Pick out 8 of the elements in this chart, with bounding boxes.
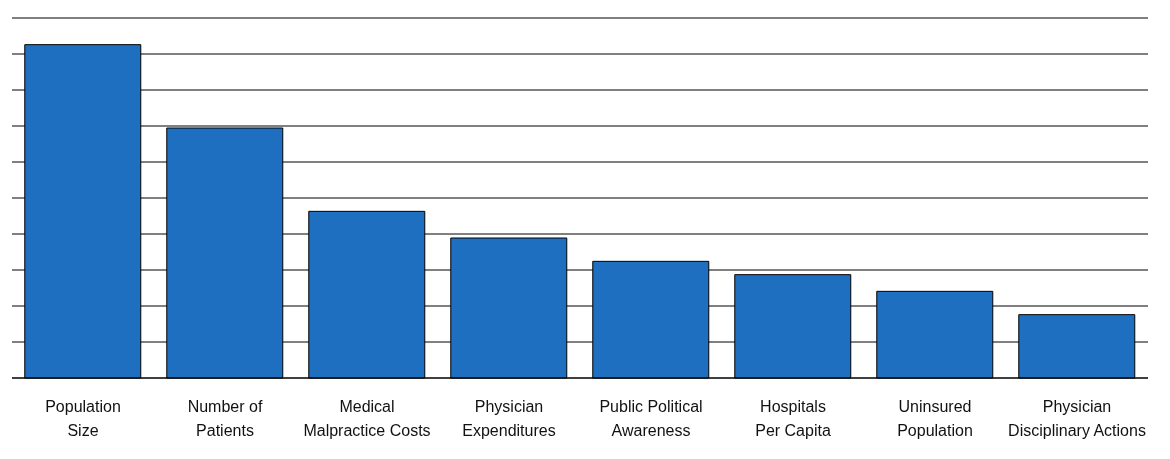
x-tick-label: Public Political Awareness (599, 398, 703, 439)
x-tick-label: Population Size (45, 398, 121, 439)
x-tick-label: Hospitals Per Capita (755, 398, 831, 439)
x-tick-label: Medical Malpractice Costs (303, 398, 431, 439)
x-tick-label: Uninsured Population (897, 398, 973, 439)
x-tick-label: Number of Patients (187, 398, 263, 439)
x-tick-label: Physician Expenditures (462, 398, 556, 439)
x-tick-label: Physician Disciplinary Actions (1008, 398, 1146, 439)
